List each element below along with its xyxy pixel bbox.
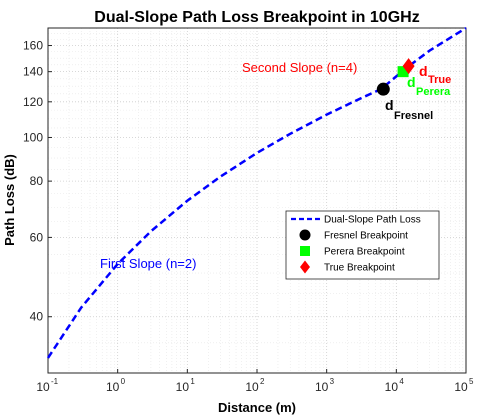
grid xyxy=(47,28,467,373)
annotation-second-slope: Second Slope (n=4) xyxy=(242,60,357,75)
y-axis-ticks: 40 60 80 100 120 140 160 xyxy=(23,39,52,324)
d-true-sub: True xyxy=(428,74,451,86)
x-tick-exponent: 3 xyxy=(330,377,335,386)
legend: Dual-Slope Path Loss Fresnel Breakpoint … xyxy=(285,210,440,280)
legend-circle-icon xyxy=(299,229,311,241)
chart-title: Dual-Slope Path Loss Breakpoint in 10GHz xyxy=(94,9,419,26)
x-tick-exponent: 5 xyxy=(469,377,474,386)
x-tick-exponent: 1 xyxy=(190,377,195,386)
d-true-main: d xyxy=(419,63,428,79)
d-perera-main: d xyxy=(407,74,416,90)
annotation-d-true: d True xyxy=(419,63,451,86)
legend-label-perera: Perera Breakpoint xyxy=(324,247,405,258)
legend-box xyxy=(285,210,440,280)
x-tick-label: 10 xyxy=(454,380,468,394)
x-axis-ticks: 10 -1 10 0 10 1 10 2 10 3 10 4 10 5 xyxy=(36,369,474,394)
x-tick-exponent: 0 xyxy=(121,377,126,386)
x-tick-label: 10 xyxy=(245,380,259,394)
legend-square-icon xyxy=(300,246,310,256)
y-tick-label: 40 xyxy=(30,310,44,324)
annotation-first-slope: First Slope (n=2) xyxy=(100,256,196,271)
x-tick-exponent: 2 xyxy=(260,377,265,386)
annotation-d-perera: d Perera xyxy=(407,74,451,98)
legend-label-true: True Breakpoint xyxy=(324,263,395,274)
y-tick-label: 140 xyxy=(23,65,43,79)
legend-label-fresnel: Fresnel Breakpoint xyxy=(324,231,408,242)
d-fresnel-main: d xyxy=(385,97,394,113)
x-tick-label: 10 xyxy=(176,380,190,394)
legend-label-series: Dual-Slope Path Loss xyxy=(324,215,421,226)
x-tick-label: 10 xyxy=(315,380,329,394)
x-tick-label: 10 xyxy=(36,380,50,394)
marker-fresnel xyxy=(376,82,390,96)
y-axis-label: Path Loss (dB) xyxy=(2,154,17,246)
y-tick-label: 80 xyxy=(30,174,44,188)
x-tick-exponent: -1 xyxy=(51,377,59,386)
x-axis-label: Distance (m) xyxy=(218,400,296,415)
x-tick-label: 10 xyxy=(106,380,120,394)
x-tick-label: 10 xyxy=(385,380,399,394)
markers-layer xyxy=(376,58,415,96)
y-tick-label: 60 xyxy=(30,230,44,244)
y-tick-label: 160 xyxy=(23,39,43,53)
marker-perera xyxy=(397,66,409,78)
y-tick-label: 100 xyxy=(23,130,43,144)
x-tick-exponent: 4 xyxy=(399,377,404,386)
legend-diamond-icon xyxy=(300,260,310,274)
y-tick-label: 120 xyxy=(23,95,43,109)
marker-true xyxy=(402,58,415,75)
d-fresnel-sub: Fresnel xyxy=(394,110,433,122)
d-perera-sub: Perera xyxy=(416,86,451,98)
annotation-d-fresnel: d Fresnel xyxy=(385,97,433,122)
